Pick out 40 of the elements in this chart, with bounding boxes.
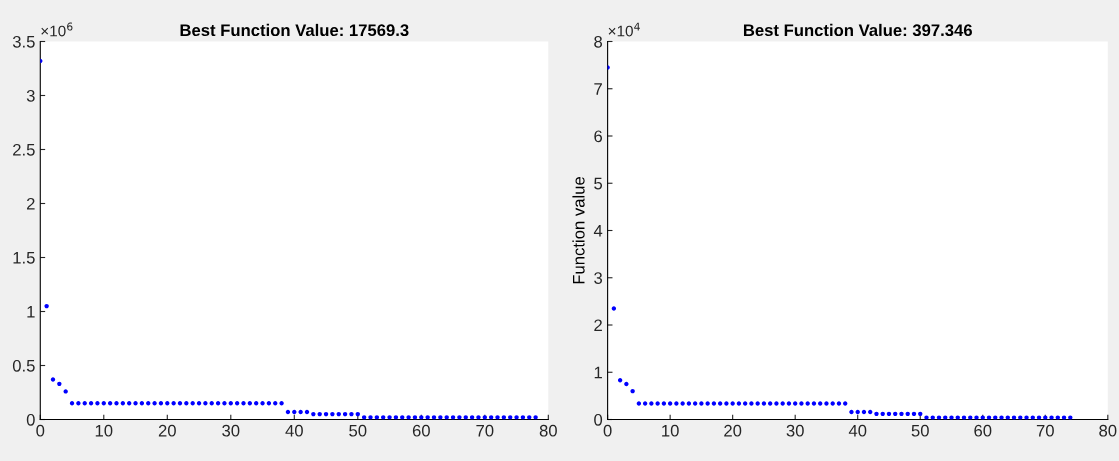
y-tick-label: 5 <box>594 177 603 190</box>
x-tick-label: 20 <box>158 424 176 437</box>
x-tick-label: 10 <box>95 424 113 437</box>
y-tick-label: 1 <box>27 306 35 318</box>
y-tick-label: 0 <box>594 413 603 426</box>
x-tick-label: 40 <box>848 424 867 437</box>
x-tick-label: 40 <box>285 424 303 437</box>
x-tick-label: 0 <box>603 424 612 437</box>
y-tick-label: 2 <box>594 319 602 332</box>
x-tick-label: 20 <box>724 424 742 437</box>
x-tick-label: 30 <box>786 424 804 437</box>
x-tick-label: 70 <box>476 424 494 437</box>
x-tick-label: 80 <box>539 424 557 437</box>
x-tick-label: 30 <box>222 424 240 437</box>
text: ×10$^{6}$ <box>41 22 73 37</box>
chart-title: Best Function Value: 17569.3 <box>180 23 409 37</box>
y-axis-title: Function value <box>572 177 585 284</box>
y-tick-label: 2.5 <box>13 143 35 156</box>
y-tick-label: 4 <box>593 225 603 237</box>
y-tick-label: 7 <box>594 83 602 95</box>
x-tick-label: 50 <box>349 424 367 437</box>
x-tick-label: 70 <box>1036 424 1054 437</box>
x-tick-label: 60 <box>974 424 992 437</box>
y-tick-label: 3.5 <box>12 35 35 48</box>
y-tick-label: 1.5 <box>13 252 35 264</box>
y-tick-label: 6 <box>594 130 603 143</box>
y-tick-label: 1 <box>594 366 602 379</box>
chart-title: Best Function Value: 397.346 <box>743 23 972 37</box>
y-tick-label: 3 <box>594 272 603 284</box>
x-tick-label: 10 <box>662 424 679 437</box>
x-tick-label: 0 <box>36 424 45 437</box>
y-tick-label: 3 <box>26 89 35 102</box>
text: ×10$^{4}$ <box>608 22 640 37</box>
y-tick-label: 0.5 <box>12 359 35 372</box>
y-tick-label: 2 <box>26 197 35 210</box>
y-tick-label: 8 <box>594 35 603 48</box>
x-tick-label: 60 <box>412 424 430 437</box>
y-tick-label: 0 <box>26 413 35 426</box>
x-tick-label: 80 <box>1099 424 1117 437</box>
x-tick-label: 50 <box>911 424 929 437</box>
